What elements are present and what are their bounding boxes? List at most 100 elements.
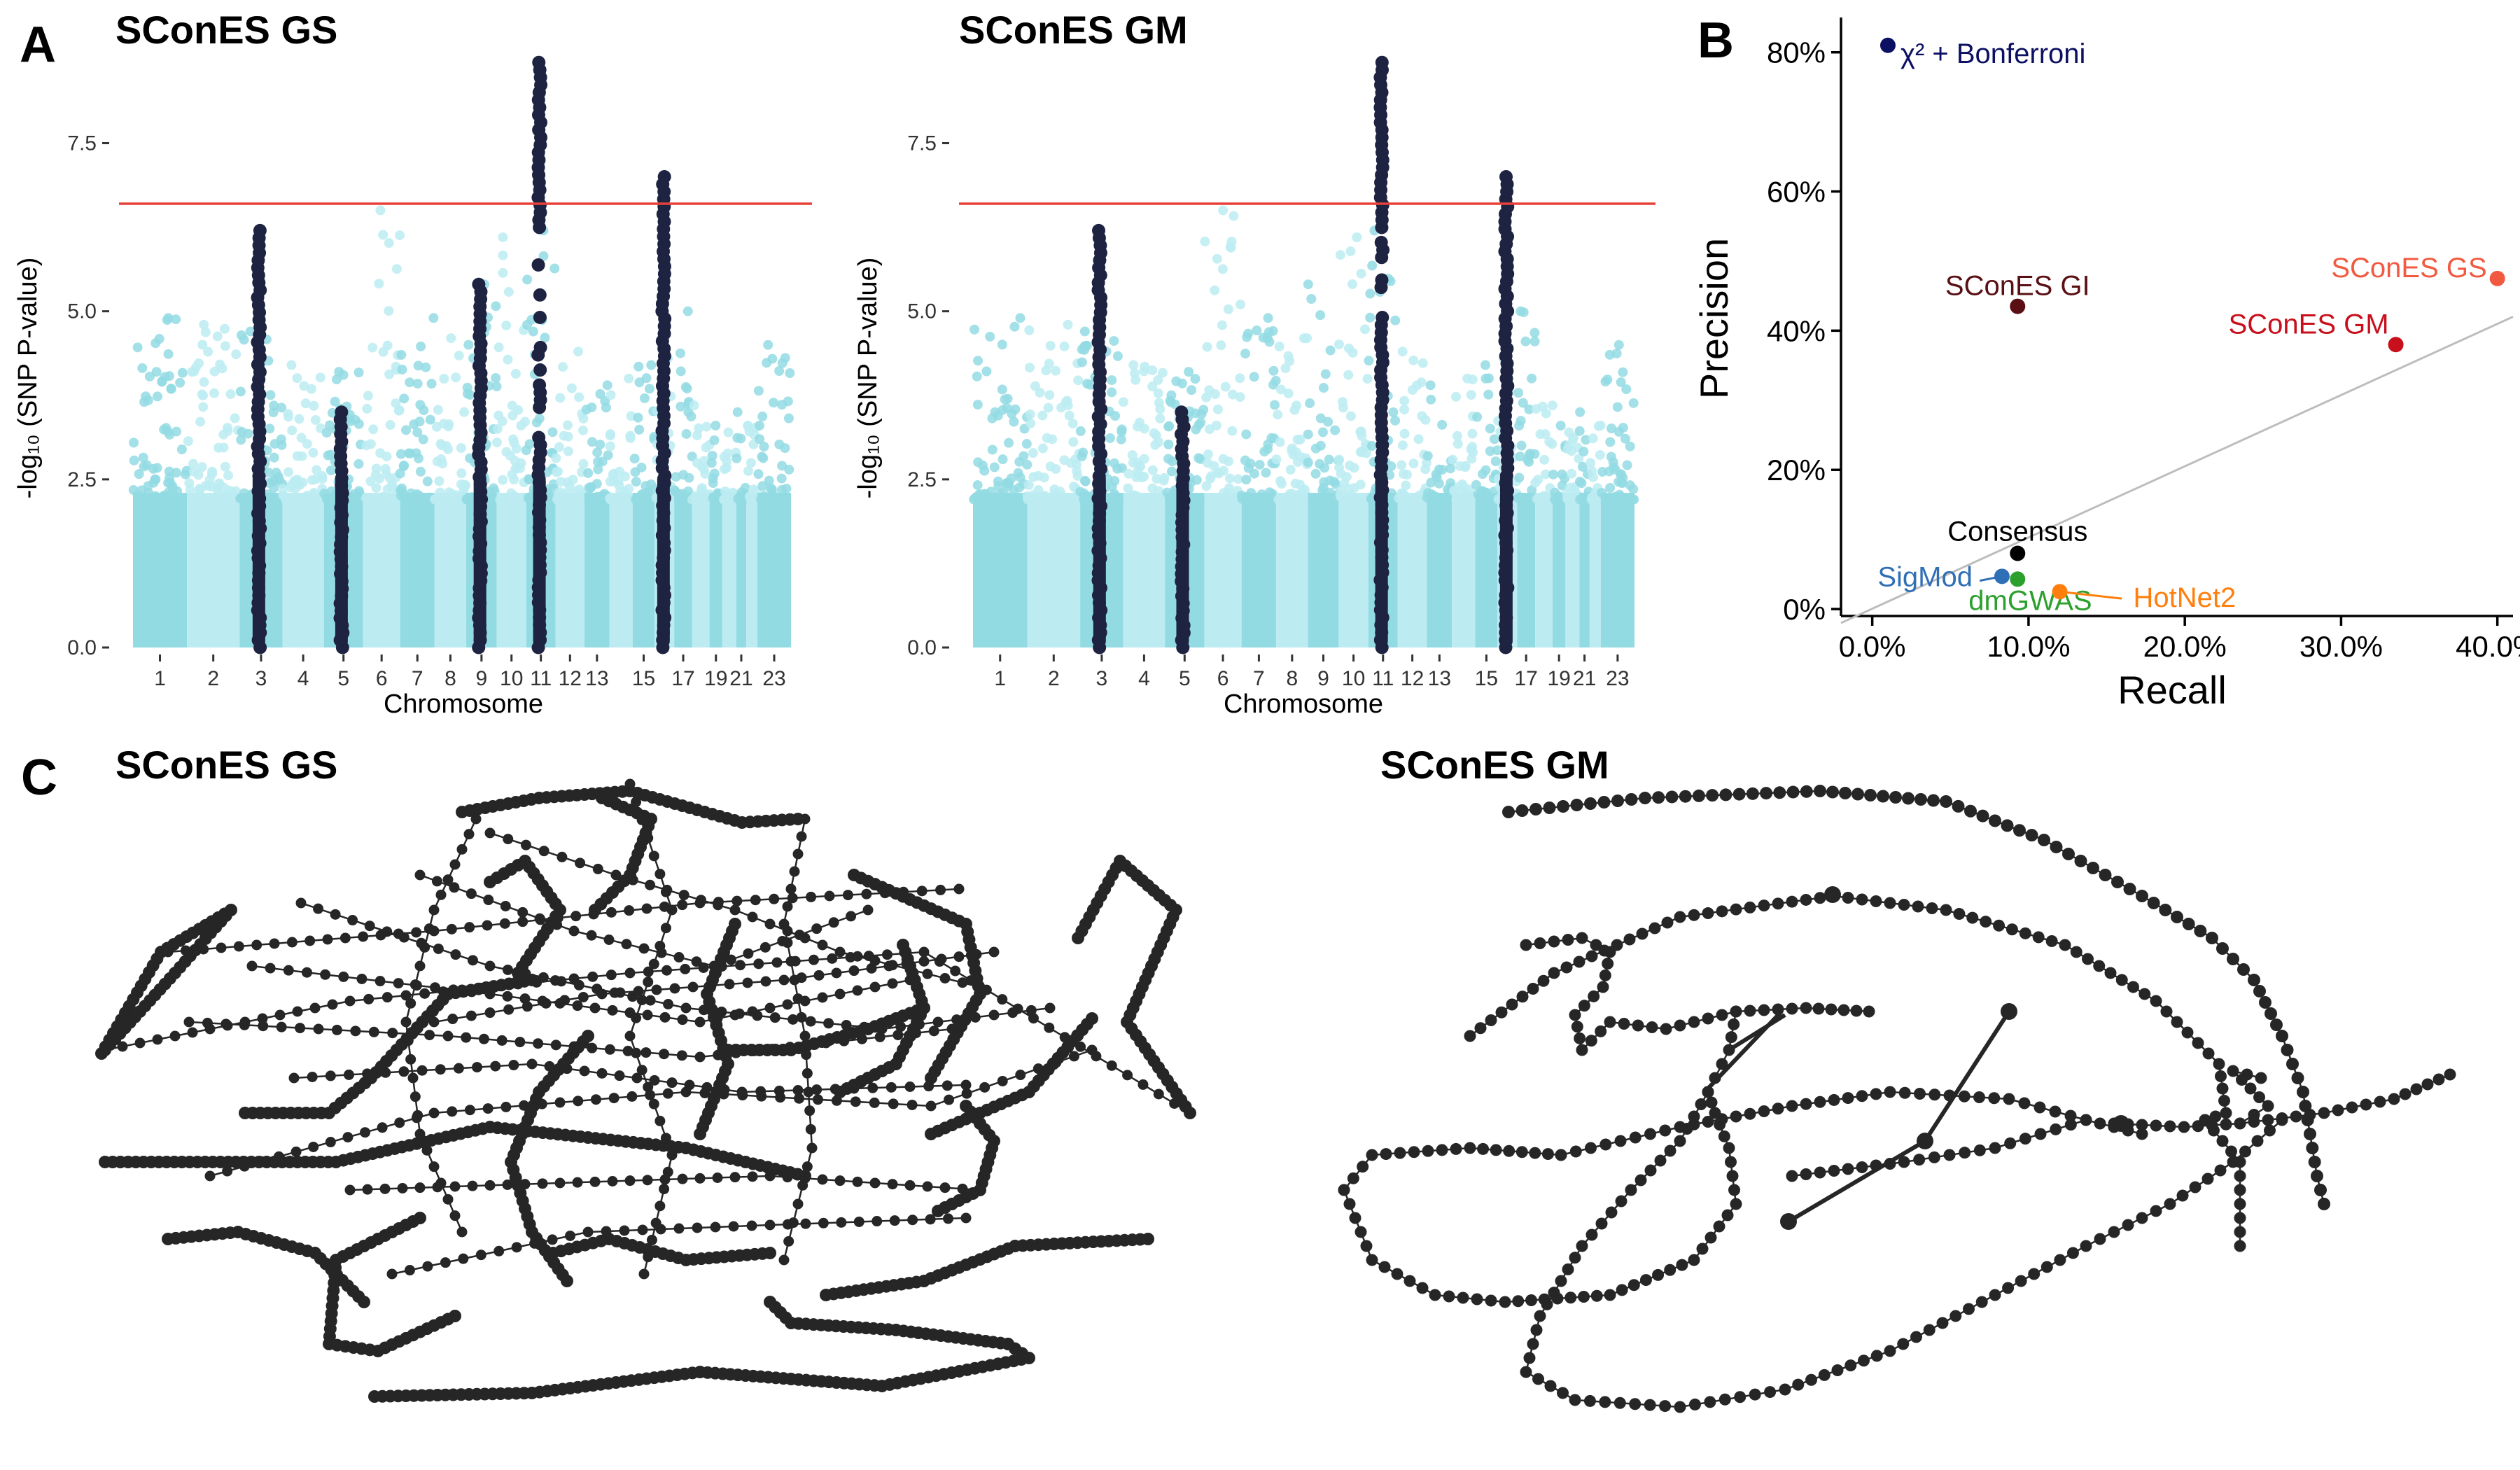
snp-point [1118,397,1128,407]
snp-point [363,391,373,401]
snp-point [154,334,164,344]
snp-point [1557,469,1567,479]
snp-point [1147,382,1158,392]
network-node [2259,996,2272,1009]
snp-point [1518,398,1528,408]
network-node [2206,932,2218,944]
snp-point [378,230,388,240]
snp-point [1310,443,1321,454]
x-tick-label: 17 [671,667,694,690]
snp-point [681,428,692,439]
snp-point [1348,347,1358,358]
snp-point [425,414,435,425]
snp-point [1002,477,1013,488]
snp-point [1005,494,1016,505]
network-node [1665,790,1679,804]
network-node [1541,1148,1554,1161]
snp-point [757,411,768,421]
network-node [2080,1240,2092,1252]
snp-point [969,324,980,335]
network-node [152,1034,163,1045]
network-node [883,960,895,972]
network-node [1730,1110,1742,1123]
snp-point [508,434,519,444]
snp-point [1390,315,1401,326]
snp-point [150,474,160,484]
snp-point [197,340,208,350]
network-node [556,976,567,987]
network-node [817,992,828,1003]
snp-point [491,372,501,383]
network-node [1800,1002,1812,1014]
snp-point [1153,374,1163,385]
snp-point [277,484,288,494]
network-node [2199,1114,2211,1126]
snp-point [733,493,743,504]
network-node [2234,1184,2246,1196]
snp-point [1201,392,1212,402]
network-node [2286,1058,2299,1070]
snp-point [1157,368,1168,378]
snp-point [1184,367,1194,377]
network-node [1349,1212,1362,1224]
snp-point [1129,368,1140,379]
network-node [2276,1030,2288,1042]
network-node [484,1007,496,1018]
snp-point [1009,321,1020,332]
snp-point [414,416,425,427]
snp-point [1449,486,1460,496]
network-node [1842,1163,1854,1175]
snp-point [1263,439,1273,449]
snp-point [1303,279,1313,290]
snp-point [371,482,382,493]
snp-point [1021,439,1032,449]
network-node [340,932,351,944]
network-node [861,888,872,899]
snp-point [1154,398,1164,408]
network-node [638,943,650,954]
network-node [1625,793,1638,806]
snp-point [197,389,207,400]
network-node [1870,1088,1882,1100]
selected-snps-chr-5 [1174,405,1191,654]
snp-point [284,412,294,422]
snp-point [748,484,759,495]
network-node [1636,927,1648,940]
network-node [2360,1098,2372,1111]
snp-point [1616,469,1627,479]
snp-point [1166,390,1177,400]
network-node [453,1063,464,1074]
snp-point [213,486,223,496]
reference-line [1840,316,2514,624]
snp-point [1434,464,1444,475]
snp-point [710,420,721,430]
network-node [713,1049,724,1060]
chromosome-2-band [1027,493,1081,648]
chromosome-19-band [709,493,722,648]
snp-point [1452,439,1463,449]
snp-point [708,493,718,503]
network-node [766,1044,778,1055]
network-node [818,1217,829,1228]
network-node [358,1296,370,1308]
network-node [1870,1350,1883,1362]
network-node [1842,892,1854,904]
chromosome-6-band [1204,493,1242,648]
network-node [304,935,316,946]
network-node [458,1253,469,1264]
network-node [764,1170,776,1182]
snp-point [531,417,542,428]
network-node [624,1175,636,1186]
network-node [2432,1073,2445,1086]
snp-point [384,238,394,248]
snp-point [1140,361,1150,372]
network-node [677,899,688,911]
network-node [892,1030,904,1041]
network-node [431,876,442,887]
x-tick-label: 9 [476,667,488,690]
snp-point [1522,454,1533,465]
chromosome-21-points [1574,407,1594,648]
snp-point [1445,463,1455,474]
network-node [1450,1142,1462,1155]
snp-point [1285,465,1296,475]
